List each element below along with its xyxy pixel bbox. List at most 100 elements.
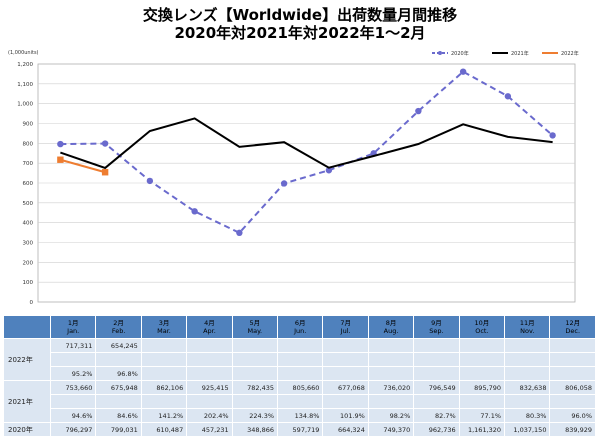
percent-cell	[504, 366, 551, 381]
month-header-en: Jul.	[340, 327, 351, 335]
percent-cell: 84.6%	[95, 408, 142, 423]
spacer-cell	[549, 352, 596, 367]
value-cell: 736,020	[368, 380, 415, 395]
series-line-2021年	[60, 117, 553, 170]
month-header: 7月 Jul.	[322, 316, 369, 339]
table-row: 2020年 796,297 799,031 610,487 457,231 348,866…	[4, 422, 596, 437]
month-header: 10月 Oct.	[459, 316, 506, 339]
table-row: 94.6% 84.6% 141.2% 202.4% 224.3% 134.8% 101.9%…	[4, 408, 596, 423]
legend-label: 2020年	[451, 50, 469, 57]
y-tick-label: 300	[23, 241, 34, 247]
value-cell: 597,719	[277, 422, 324, 437]
y-tick-label: 200	[23, 260, 34, 266]
month-header-en: Oct.	[475, 327, 489, 335]
line-chart: 0 100 200 300 400 500 600 700 800 900 1,000 1,100 1,…	[17, 50, 578, 306]
y-tick-label: 400	[23, 221, 34, 227]
month-header: 12月 Dec.	[549, 316, 596, 339]
row-label: 2021年	[4, 380, 51, 423]
y-tick-label: 900	[23, 122, 34, 128]
month-header-jp: 12月	[565, 319, 581, 327]
table-row: 95.2% 96.8%	[4, 366, 596, 381]
month-header-jp: 3月	[158, 319, 170, 327]
value-cell: 862,106	[141, 380, 188, 395]
series-line-2022年	[60, 158, 106, 174]
value-cell: 805,660	[277, 380, 324, 395]
percent-cell: 202.4%	[186, 408, 233, 423]
value-cell	[549, 338, 596, 353]
data-point	[415, 107, 422, 115]
month-header: 2月 Feb.	[95, 316, 142, 339]
data-point	[57, 140, 64, 148]
table-row: 2021年 753,660 675,948 862,106 925,415 782,435…	[4, 380, 596, 423]
spacer-cell	[186, 394, 233, 409]
month-header-jp: 7月	[340, 319, 351, 327]
value-cell: 832,638	[504, 380, 551, 395]
value-cell: 610,487	[141, 422, 188, 437]
spacer-cell	[322, 394, 369, 409]
y-tick-label: 1,100	[17, 82, 33, 88]
month-header-en: Aug.	[383, 327, 399, 335]
data-point	[459, 68, 467, 75]
month-header-en: Jan.	[67, 327, 80, 335]
value-cell	[141, 338, 188, 353]
chart-title: 交換レンズ【Worldwide】出荷数量月間推移	[142, 6, 458, 24]
month-header-en: Feb.	[111, 327, 126, 335]
value-cell: 839,929	[549, 422, 596, 437]
month-header-jp: 1月	[67, 319, 79, 327]
value-cell	[232, 338, 279, 353]
spacer-cell	[459, 394, 506, 409]
percent-cell: 96.0%	[549, 408, 596, 423]
month-header-jp: 4月	[204, 319, 215, 327]
value-cell: 717,311	[50, 338, 97, 353]
month-header-en: Dec.	[565, 327, 581, 335]
value-cell: 749,370	[368, 422, 415, 437]
spacer-cell	[413, 352, 460, 367]
percent-cell	[232, 366, 279, 381]
month-header: 6月 Jun.	[277, 316, 324, 339]
month-header-jp: 8月	[385, 319, 397, 327]
table-row: 2022年 717,311 654,245	[4, 338, 596, 381]
percent-cell	[186, 366, 233, 381]
percent-cell: 80.3%	[504, 408, 551, 423]
legend-marker	[438, 51, 442, 55]
value-cell: 348,866	[232, 422, 279, 437]
spacer-cell	[50, 394, 97, 409]
y-tick-label: 700	[23, 161, 34, 167]
spacer-cell	[141, 394, 188, 409]
month-header-jp: 6月	[294, 319, 306, 327]
y-tick-label: 600	[23, 181, 34, 187]
spacer-cell	[277, 394, 324, 409]
series-line-2020年	[60, 70, 554, 235]
percent-cell: 94.6%	[50, 408, 97, 423]
value-cell	[368, 338, 415, 353]
percent-cell: 134.8%	[277, 408, 324, 423]
value-cell: 925,415	[186, 380, 233, 395]
data-point	[236, 229, 243, 237]
table-row	[4, 352, 596, 367]
value-cell: 806,058	[549, 380, 596, 395]
month-header-jp: 9月	[431, 319, 442, 327]
month-header-jp: 11月	[519, 319, 535, 327]
month-header: 8月 Aug.	[368, 316, 415, 339]
month-header-en: Jun.	[294, 327, 307, 335]
data-point	[549, 132, 556, 139]
y-axis-unit-label: (1,000units)	[8, 50, 39, 56]
percent-cell	[413, 366, 460, 381]
data-point	[280, 180, 288, 187]
percent-cell: 224.3%	[232, 408, 279, 423]
spacer-cell	[277, 352, 324, 367]
percent-cell: 98.2%	[368, 408, 415, 423]
spacer-cell	[95, 394, 142, 409]
percent-cell: 95.2%	[50, 366, 97, 381]
month-header-en: Mar.	[157, 327, 171, 335]
spacer-cell	[368, 352, 415, 367]
spacer-cell	[459, 352, 506, 367]
value-cell	[459, 338, 506, 353]
value-cell	[413, 338, 460, 353]
y-tick-label: 800	[23, 141, 34, 147]
value-cell	[277, 338, 324, 353]
percent-cell	[368, 366, 415, 381]
y-tick-label: 1,000	[17, 102, 33, 108]
spacer-cell	[504, 352, 551, 367]
data-table: 1月 Jan. 2月 Feb. 3月 Mar. 4月 Apr. 5月 May. 6月 Jun. 7月 Ju…	[4, 316, 596, 437]
